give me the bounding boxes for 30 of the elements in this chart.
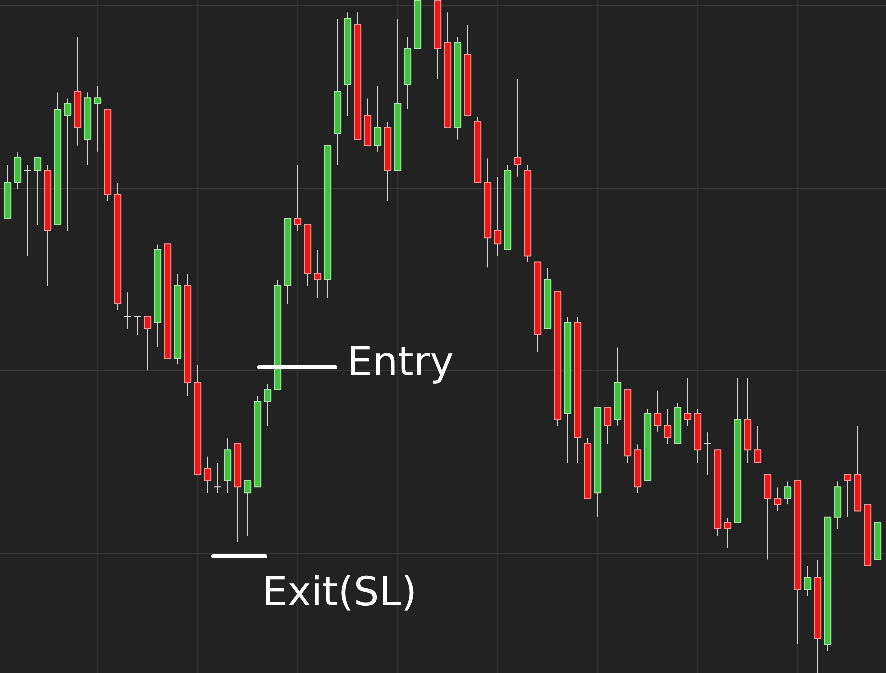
candlestick: [764, 474, 772, 560]
candlestick: [374, 85, 382, 152]
candlestick: [724, 518, 732, 549]
candlestick: [774, 487, 782, 512]
candlestick: [514, 78, 522, 178]
candlestick: [844, 474, 852, 518]
candlestick: [294, 164, 302, 232]
candlestick: [94, 85, 102, 152]
candlestick: [784, 481, 792, 506]
candlestick: [214, 463, 222, 494]
candlestick: [314, 250, 322, 298]
candlestick: [494, 177, 502, 257]
candlestick: [664, 408, 672, 445]
annotation: Exit(SL): [262, 570, 418, 616]
candlestick: [24, 164, 32, 257]
candlestick: [244, 480, 252, 537]
candlestick: [684, 378, 692, 428]
annotation: Entry: [348, 340, 454, 386]
candlestick: [704, 432, 712, 476]
candlestick: [124, 292, 132, 330]
candlestick: [144, 316, 152, 372]
candlestick: [804, 566, 812, 597]
candlestick: [654, 390, 662, 432]
candlestick: [604, 407, 612, 445]
candlestick: [134, 316, 142, 336]
candlestick: [204, 456, 212, 494]
candlestick: [264, 384, 272, 428]
candlestick: [34, 157, 42, 226]
candlestick: [64, 98, 72, 232]
candlestick: [754, 426, 762, 464]
